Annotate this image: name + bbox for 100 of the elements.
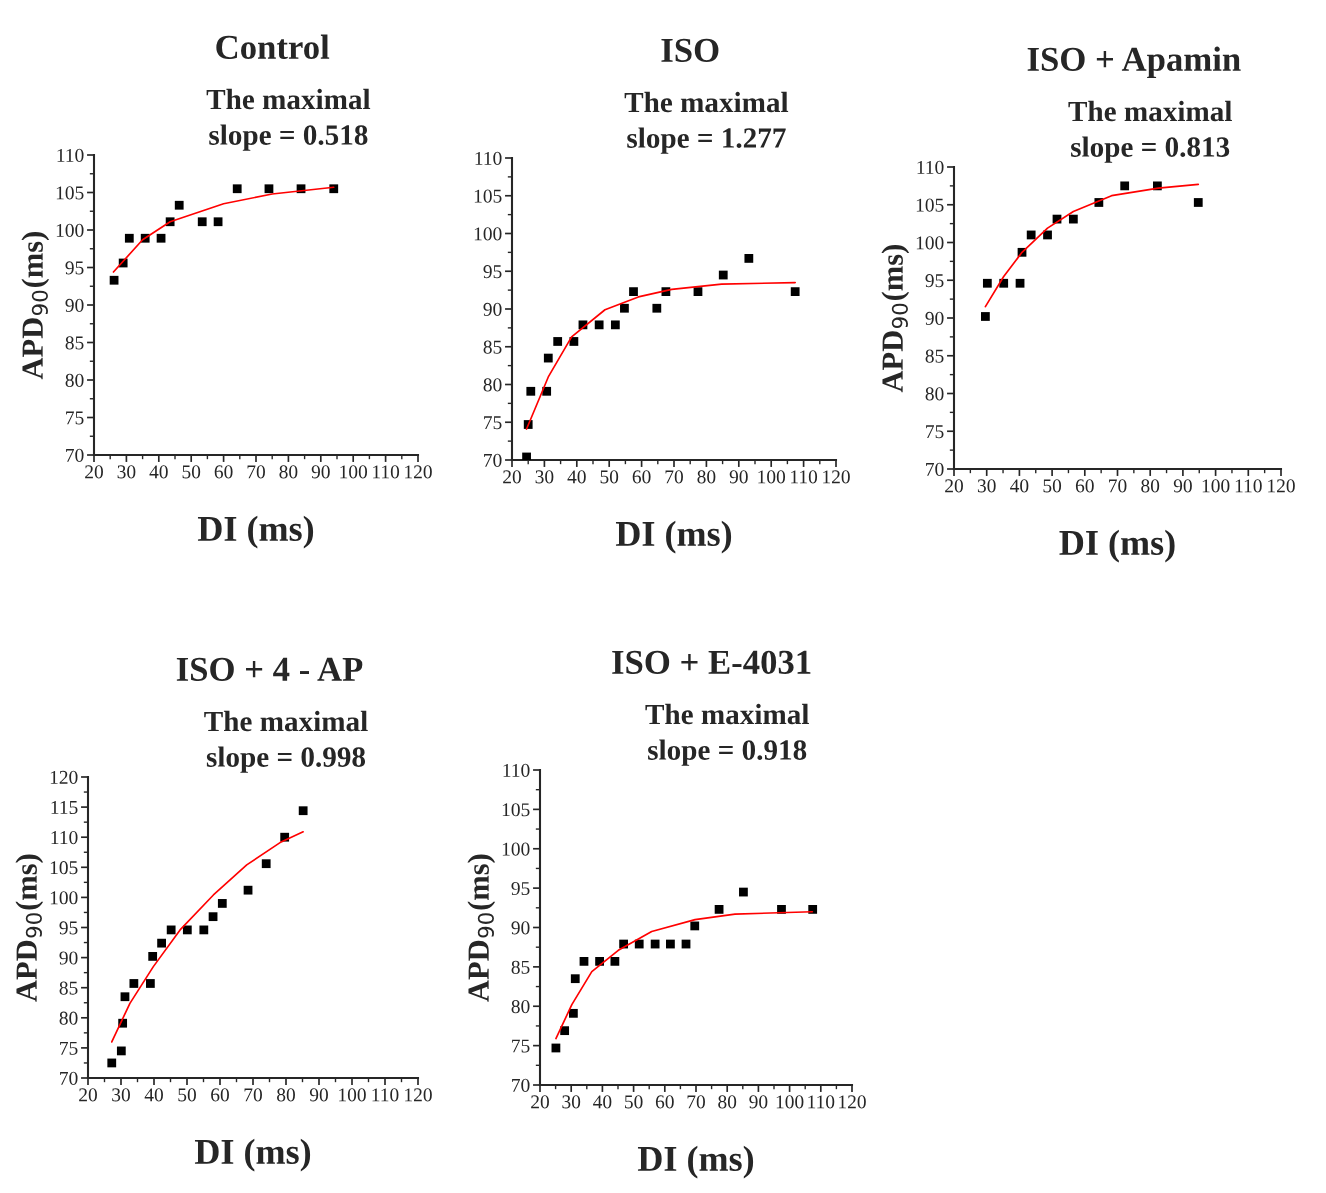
x-tick-label: 60 bbox=[655, 1095, 674, 1109]
point bbox=[629, 287, 638, 297]
x-tick-label: 60 bbox=[632, 470, 651, 484]
x-tick-label: 50 bbox=[625, 1095, 643, 1109]
y-tick-label: 75 bbox=[512, 1039, 530, 1053]
x-tick-label: 70 bbox=[247, 465, 265, 479]
chart-subtitle: The maximal slope = 0.813 bbox=[1068, 100, 1232, 163]
y-tick-label: 75 bbox=[484, 416, 502, 430]
y-tick-label: 110 bbox=[917, 160, 944, 174]
y-tick-label: 90 bbox=[59, 951, 78, 965]
x-tick-label: 110 bbox=[1235, 479, 1262, 493]
x-tick-label: 40 bbox=[144, 1088, 163, 1102]
x-tick-label: 90 bbox=[749, 1095, 768, 1109]
point bbox=[610, 320, 620, 330]
y-tick-label: 85 bbox=[511, 960, 530, 974]
x-tick-label: 100 bbox=[340, 465, 368, 479]
point bbox=[570, 974, 580, 984]
point bbox=[579, 956, 589, 966]
point bbox=[526, 386, 536, 396]
x-tick-label: 20 bbox=[531, 1095, 549, 1109]
point bbox=[145, 979, 155, 988]
y-tick-label: 70 bbox=[484, 453, 502, 467]
y-tick-label: 70 bbox=[66, 448, 84, 462]
y-tick-label: 75 bbox=[926, 425, 944, 439]
chart-title: ISO bbox=[661, 38, 719, 63]
point bbox=[148, 952, 158, 961]
y-tick-label: 70 bbox=[60, 1071, 78, 1085]
chart-title: ISO + Apamin bbox=[1027, 46, 1241, 79]
x-tick-label: 90 bbox=[1173, 479, 1192, 493]
y-tick-label: 110 bbox=[51, 831, 78, 845]
y-tick-label: 85 bbox=[59, 981, 78, 995]
y-tick-label: 105 bbox=[502, 803, 530, 817]
y-axis-title: APD$_{90}$(ms) bbox=[15, 854, 44, 1002]
y-tick-label: 80 bbox=[59, 1011, 78, 1025]
point bbox=[124, 233, 134, 243]
x-tick-label: 90 bbox=[309, 1088, 328, 1102]
point bbox=[620, 303, 629, 313]
x-tick-label: 60 bbox=[211, 1088, 229, 1102]
x-axis-title: DI (ms) bbox=[615, 520, 732, 554]
point bbox=[1120, 181, 1130, 191]
y-axis-title: APD$_{90}$(ms) bbox=[21, 232, 50, 380]
x-axis-title: DI (ms) bbox=[1059, 529, 1175, 563]
x-tick-label: 50 bbox=[600, 470, 619, 484]
y-tick-label: 105 bbox=[916, 198, 944, 212]
chart-subtitle: The maximal slope = 0.918 bbox=[645, 703, 809, 766]
point bbox=[1193, 198, 1203, 207]
y-tick-label: 95 bbox=[483, 265, 502, 279]
x-tick-label: 90 bbox=[729, 470, 748, 484]
y-tick-label: 100 bbox=[916, 236, 944, 250]
point bbox=[329, 184, 339, 194]
point bbox=[693, 287, 703, 297]
x-tick-label: 80 bbox=[718, 1095, 737, 1109]
x-tick-label: 30 bbox=[562, 1095, 581, 1109]
point bbox=[744, 254, 754, 263]
y-tick-label: 100 bbox=[50, 891, 78, 905]
chart-title: ISO + 4 - AP bbox=[176, 657, 363, 682]
point bbox=[690, 921, 700, 931]
x-tick-label: 20 bbox=[945, 479, 963, 493]
y-tick-label: 100 bbox=[474, 227, 502, 241]
x-tick-label: 110 bbox=[808, 1095, 835, 1109]
point bbox=[208, 912, 218, 922]
x-tick-label: 40 bbox=[567, 470, 586, 484]
point bbox=[298, 806, 308, 816]
point bbox=[243, 885, 253, 895]
y-tick-label: 110 bbox=[57, 148, 84, 162]
point bbox=[1068, 214, 1078, 224]
point bbox=[666, 939, 675, 949]
x-axis-title: DI (ms) bbox=[637, 1145, 754, 1179]
line-series bbox=[110, 830, 304, 1043]
line-series bbox=[525, 281, 797, 430]
x-tick-label: 40 bbox=[149, 465, 168, 479]
y-tick-label: 70 bbox=[512, 1078, 530, 1092]
point bbox=[213, 217, 223, 227]
x-tick-label: 50 bbox=[178, 1088, 196, 1102]
x-tick-label: 80 bbox=[697, 470, 716, 484]
chart-subtitle: The maximal slope = 1.277 bbox=[624, 91, 789, 154]
point bbox=[560, 1026, 570, 1036]
x-tick-label: 100 bbox=[339, 1088, 366, 1102]
point bbox=[1043, 230, 1052, 240]
y-tick-label: 105 bbox=[50, 861, 78, 875]
y-tick-label: 100 bbox=[56, 223, 84, 237]
point bbox=[264, 184, 274, 194]
x-axis-title: DI (ms) bbox=[197, 515, 314, 549]
y-tick-label: 80 bbox=[65, 373, 84, 387]
point bbox=[1015, 278, 1025, 288]
point bbox=[120, 992, 130, 1002]
x-tick-label: 50 bbox=[182, 465, 201, 479]
point bbox=[982, 278, 992, 288]
x-tick-label: 110 bbox=[791, 470, 818, 484]
x-tick-label: 30 bbox=[535, 470, 554, 484]
y-tick-label: 110 bbox=[475, 151, 502, 165]
point bbox=[522, 452, 531, 460]
y-tick-label: 115 bbox=[51, 801, 78, 815]
y-tick-label: 90 bbox=[65, 298, 84, 312]
x-tick-label: 80 bbox=[1141, 479, 1160, 493]
x-tick-label: 20 bbox=[79, 1088, 97, 1102]
point bbox=[174, 200, 184, 210]
point bbox=[610, 956, 620, 966]
point bbox=[652, 303, 662, 313]
x-tick-label: 30 bbox=[112, 1088, 130, 1102]
